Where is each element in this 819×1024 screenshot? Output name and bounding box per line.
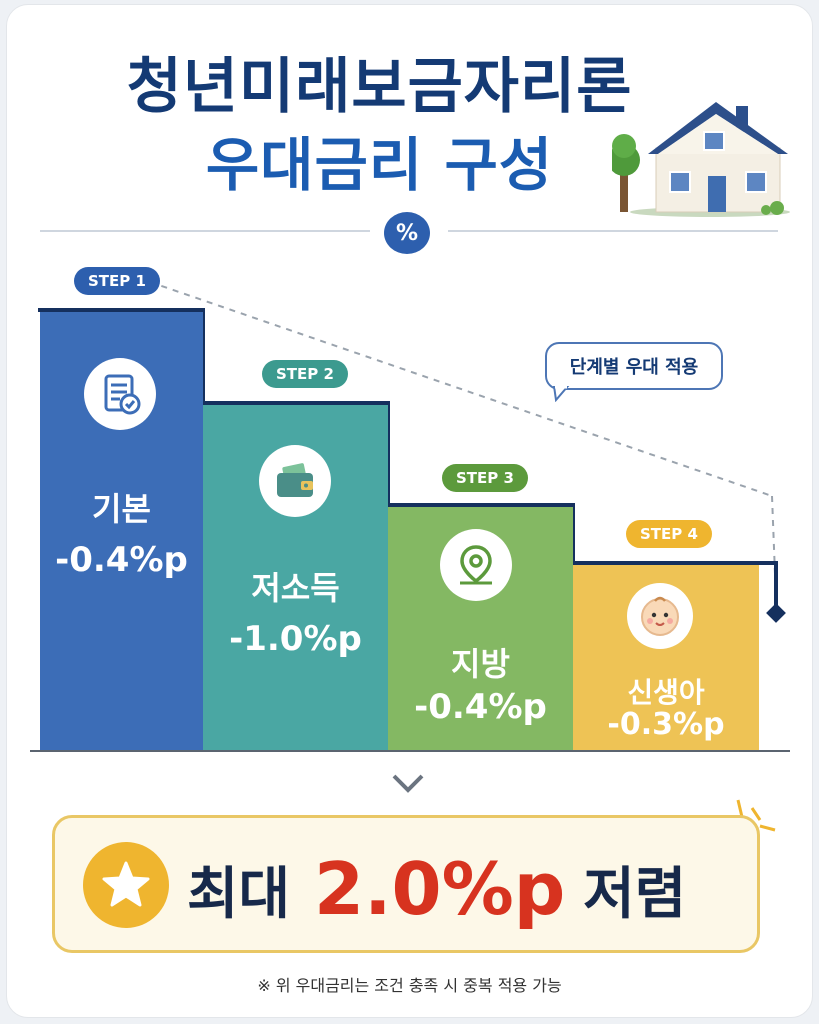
percent-badge: % [384, 212, 430, 254]
step2-pill: STEP 2 [262, 360, 348, 388]
divider-left [40, 230, 370, 232]
step4-bar: 신생아 -0.3%p [573, 565, 759, 750]
step3-icon-circle [440, 529, 512, 601]
step2-value: -1.0%p [229, 619, 362, 659]
step1-value: -0.4%p [55, 540, 188, 580]
star-badge [83, 842, 169, 928]
star-icon [102, 861, 150, 907]
summary-box: 최대 2.0%p 저렴 [52, 815, 760, 953]
callout-tail [552, 386, 570, 402]
divider-right [448, 230, 778, 232]
house-icon [612, 102, 790, 217]
document-check-icon [104, 374, 141, 415]
step1-pill: STEP 1 [74, 267, 160, 295]
step3-label: 지방 [451, 645, 510, 683]
summary-suffix: 저렴 [583, 861, 687, 927]
step4-value: -0.3%p [607, 707, 725, 742]
step2-icon-circle [259, 445, 331, 517]
summary-text: 최대 2.0%p 저렴 [187, 834, 686, 944]
page-subtitle: 우대금리 구성 [205, 131, 554, 199]
step1-label: 기본 [92, 490, 151, 528]
step1-bar: 기본 -0.4%p [40, 312, 203, 750]
page-title: 청년미래보금자리론 [126, 52, 633, 122]
step3-pill: STEP 3 [442, 464, 528, 492]
callout-bubble: 단계별 우대 적용 [545, 342, 723, 390]
step3-value: -0.4%p [414, 687, 547, 727]
step3-bar: 지방 -0.4%p [388, 507, 573, 750]
summary-prefix: 최대 [187, 861, 291, 927]
step2-label: 저소득 [251, 569, 340, 607]
baby-face-icon [641, 596, 679, 636]
step1-icon-circle [84, 358, 156, 430]
step4-icon-circle [627, 583, 693, 649]
footnote: ※ 위 우대금리는 조건 충족 시 중복 적용 가능 [257, 976, 562, 995]
wallet-icon [277, 463, 313, 497]
step2-bar: 저소득 -1.0%p [203, 405, 388, 750]
step4-label: 신생아 [627, 676, 705, 709]
step4-pill: STEP 4 [626, 520, 712, 548]
summary-amount: 2.0%p [314, 847, 566, 931]
location-pin-icon [460, 545, 492, 585]
